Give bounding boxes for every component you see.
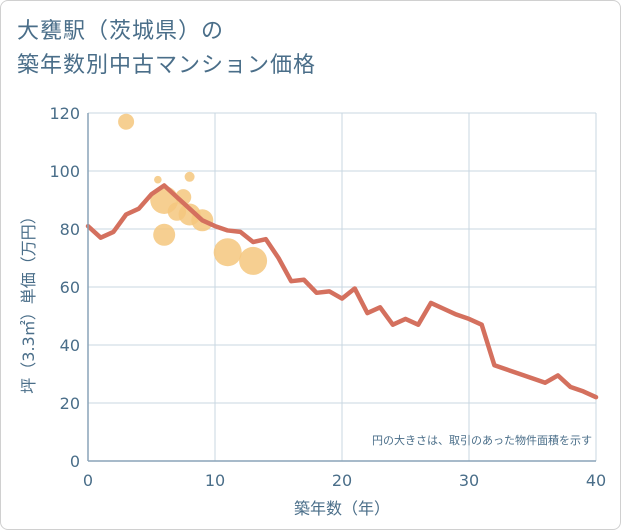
y-tick-label: 0 [70,452,80,471]
y-tick-label: 40 [60,336,80,355]
chart-title-line1: 大甕駅（茨城県）の [17,19,225,44]
x-tick-label: 30 [459,471,479,490]
series-line [85,183,599,400]
bubble-point [118,113,135,130]
x-tick-label: 40 [586,471,606,490]
y-tick-label: 20 [60,394,80,413]
bubble-point [153,223,176,246]
y-tick-label: 80 [60,220,80,239]
bubble-point [213,238,242,267]
y-tick-label: 120 [49,104,80,123]
x-axis-title: 築年数（年） [294,499,390,518]
y-tick-label: 60 [60,278,80,297]
size-note: 円の大きさは、取引のあった物件面積を示す [372,433,592,447]
bubble-point [154,175,162,184]
x-tick-label: 10 [205,471,225,490]
tick-labels: 0 20 40 60 80 100 120 0 10 20 30 40 [49,104,606,490]
series-layer [85,183,599,400]
chart-title-line2: 築年数別中古マンション価格 [17,53,317,78]
grid-lines [88,112,597,461]
chart-title: 大甕駅（茨城県）の 築年数別中古マンション価格 [17,15,316,83]
y-tick-label: 100 [49,162,80,181]
axes [87,113,596,462]
y-axis-title: 坪（3.3㎡）単価（万円） [19,208,38,393]
bubble-point [184,171,195,182]
x-tick-label: 0 [83,471,93,490]
bubble-point [239,246,268,275]
x-tick-label: 20 [332,471,352,490]
